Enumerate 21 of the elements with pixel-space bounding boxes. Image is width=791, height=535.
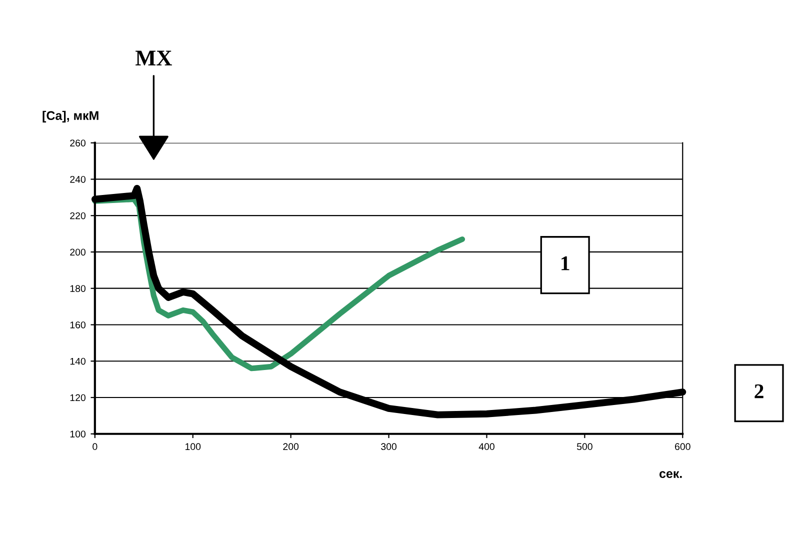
- x-tick-label: 500: [576, 443, 592, 450]
- y-tick-label: 140: [70, 358, 86, 365]
- text: 2: [754, 384, 764, 398]
- y-axis-title: [Ca], мкМ: [42, 110, 98, 122]
- text: 1: [562, 256, 570, 270]
- y-tick-label: 120: [70, 394, 86, 402]
- x-axis-title: сек.: [659, 471, 682, 478]
- y-tick-label: 240: [70, 176, 86, 183]
- y-tick-label: 220: [70, 212, 86, 220]
- x-tick-label: 0: [92, 443, 98, 450]
- x-tick-label: 600: [675, 443, 690, 450]
- x-tick-label: 300: [381, 443, 397, 450]
- x-tick-label: 400: [478, 443, 494, 450]
- y-tick-label: 200: [70, 248, 86, 256]
- text: МХ: [136, 50, 172, 66]
- y-tick-label: 260: [70, 140, 86, 146]
- y-tick-label: 180: [70, 285, 86, 292]
- x-tick-label: 200: [283, 443, 299, 450]
- y-tick-label: 160: [70, 321, 86, 328]
- x-tick-label: 100: [186, 443, 201, 450]
- y-tick-label: 100: [70, 430, 86, 438]
